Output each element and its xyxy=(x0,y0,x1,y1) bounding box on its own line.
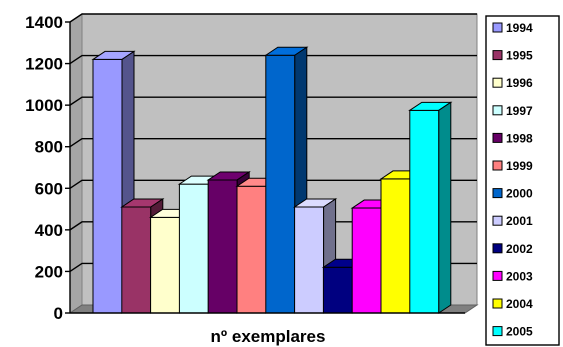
legend-label-1998: 1998 xyxy=(506,131,533,145)
bar-front xyxy=(409,109,440,314)
bar-front xyxy=(92,58,123,314)
bar-side xyxy=(438,101,452,314)
gridline xyxy=(69,13,477,23)
legend-swatch-1996 xyxy=(492,77,503,88)
gridlines xyxy=(69,13,477,273)
bar-front xyxy=(265,54,296,314)
legend-label-1994: 1994 xyxy=(506,21,533,35)
legend-label-1996: 1996 xyxy=(506,76,533,90)
legend-swatch-2000 xyxy=(492,188,503,199)
gridline xyxy=(69,221,477,231)
legend-swatch-2003 xyxy=(492,270,503,281)
legend-swatch-1994 xyxy=(492,22,503,33)
legend: 1994 1995 1996 1997 1998 1999 2000 2001 2002 2003… xyxy=(485,15,560,346)
legend-box xyxy=(485,15,560,346)
bar-front xyxy=(178,183,209,314)
y-tick-label: 1000 xyxy=(25,96,63,115)
bars xyxy=(91,46,453,314)
bar-front xyxy=(351,207,382,314)
bar-front xyxy=(322,266,353,314)
legend-label-1997: 1997 xyxy=(506,104,533,118)
gridline xyxy=(69,54,477,65)
bar-front xyxy=(121,206,152,314)
y-tick-label: 200 xyxy=(35,262,63,281)
legend-label-1999: 1999 xyxy=(506,159,533,173)
legend-swatch-1999 xyxy=(492,160,503,171)
y-tick-label: 1200 xyxy=(25,55,63,74)
legend-label-1995: 1995 xyxy=(506,49,533,63)
bar-front xyxy=(150,216,181,314)
legend-swatch-2002 xyxy=(492,243,503,254)
y-tick-label: 800 xyxy=(35,138,63,157)
legend-swatch-2004 xyxy=(492,298,503,309)
gridline xyxy=(69,179,477,189)
bar-front xyxy=(294,206,325,314)
y-tick-label: 600 xyxy=(35,179,63,198)
gridline xyxy=(69,138,477,148)
bar-2005 xyxy=(408,101,453,314)
x-axis-label: nº exemplares xyxy=(211,327,326,346)
legend-swatch-1995 xyxy=(492,50,503,61)
legend-swatch-2005 xyxy=(492,326,503,337)
y-axis: 0 200 400 600 800 1000 1200 1400 xyxy=(25,13,465,323)
legend-swatch-1997 xyxy=(492,105,503,116)
legend-label-2003: 2003 xyxy=(506,269,533,283)
legend-swatch-1998 xyxy=(492,132,503,143)
bar-front xyxy=(380,178,411,314)
bar-front xyxy=(236,185,267,314)
bar-front xyxy=(207,179,238,314)
legend-label-2000: 2000 xyxy=(506,187,533,201)
y-tick-label: 400 xyxy=(35,221,63,240)
legend-label-2004: 2004 xyxy=(506,297,533,311)
y-tick-label: 1400 xyxy=(25,13,63,32)
y-tick-label: 0 xyxy=(54,304,63,323)
legend-swatch-2001 xyxy=(492,215,503,226)
legend-label-2001: 2001 xyxy=(506,214,533,228)
legend-label-2002: 2002 xyxy=(506,242,533,256)
gridline xyxy=(69,96,477,106)
legend-label-2005: 2005 xyxy=(506,325,533,339)
